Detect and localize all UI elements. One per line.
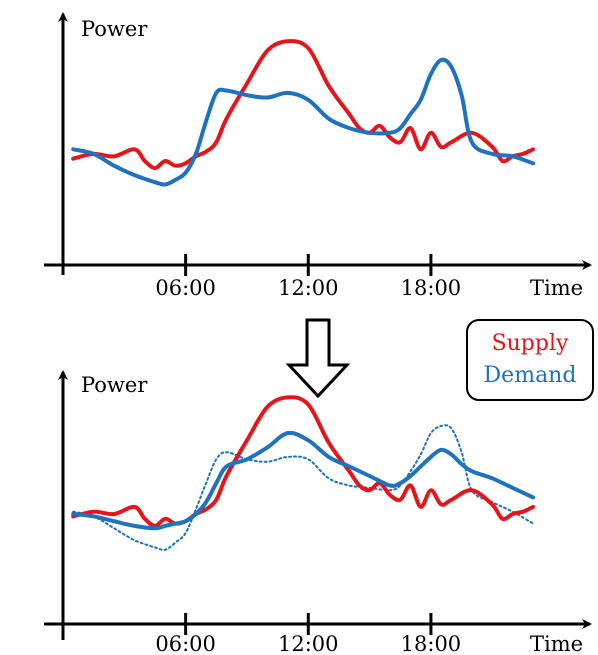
demand-line [71, 430, 536, 531]
x-axis-label: Time [530, 276, 583, 300]
supply-line [71, 39, 536, 171]
x-tick-label: 12:00 [278, 632, 339, 655]
x-tick-label: 06:00 [155, 276, 216, 300]
x-tick-label: 12:00 [278, 276, 339, 300]
y-axis-label: Power [81, 17, 148, 41]
y-axis-label: Power [81, 373, 148, 397]
demand-original-dotted-line [72, 424, 535, 551]
x-ticks: 06:00 12:00 18:00 [155, 613, 461, 655]
bottom-chart: Power Time 06:00 12:00 18:00 [44, 370, 592, 655]
series-group [71, 395, 536, 551]
x-tick-label: 06:00 [155, 632, 216, 655]
supply-line [71, 395, 536, 528]
x-ticks: 06:00 12:00 18:00 [155, 254, 461, 300]
x-axis-label: Time [530, 632, 583, 655]
legend: Supply Demand [466, 319, 594, 401]
series-group [71, 39, 536, 187]
x-tick-label: 18:00 [401, 632, 462, 655]
legend-demand: Demand [483, 363, 577, 388]
demand-line [71, 57, 536, 187]
legend-supply: Supply [491, 331, 569, 356]
top-chart: Power Time 06:00 12:00 18:00 [44, 12, 592, 300]
x-tick-label: 18:00 [401, 276, 462, 300]
down-arrow-icon [285, 318, 351, 399]
